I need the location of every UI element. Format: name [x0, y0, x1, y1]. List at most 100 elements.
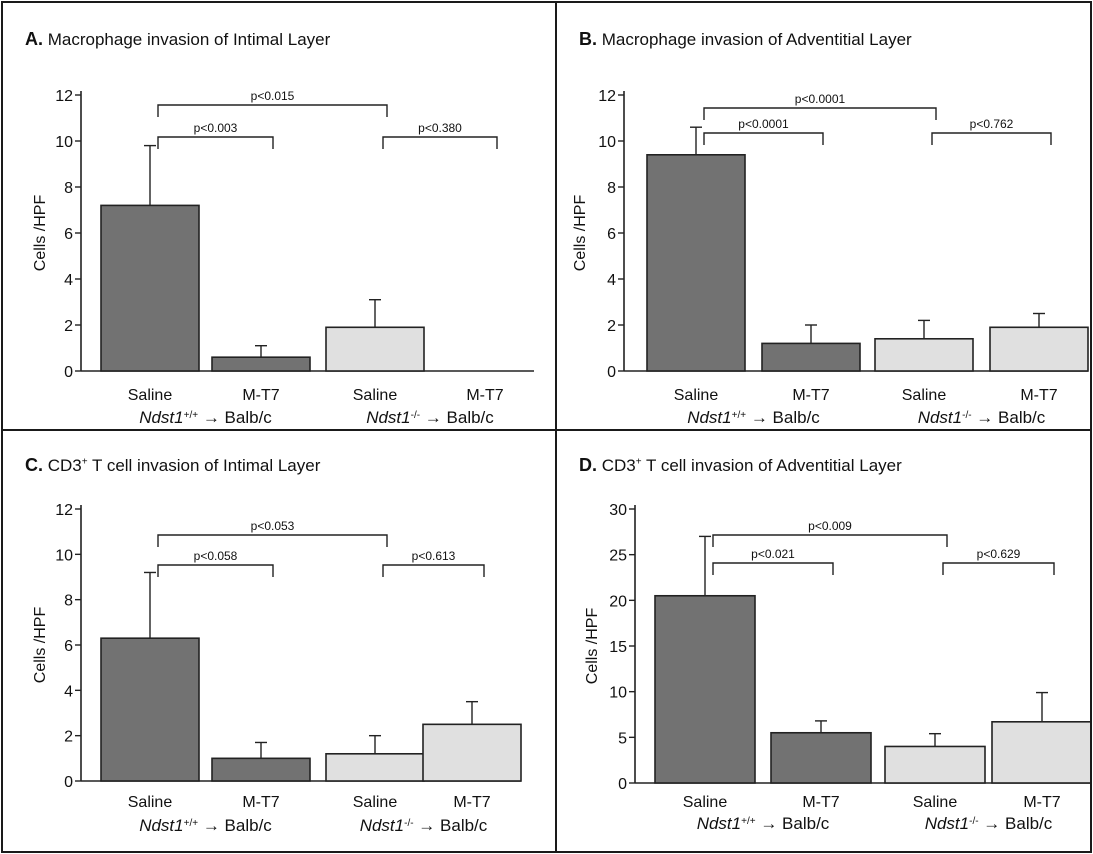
genotype-superscript: -/- — [404, 818, 413, 829]
bar — [761, 342, 861, 372]
y-tick-label: 25 — [609, 548, 627, 565]
p-value-label: p<0.053 — [251, 519, 295, 533]
bar — [325, 752, 425, 782]
bar — [884, 745, 986, 784]
gene-name: Ndst1 — [139, 816, 183, 835]
bar-chart: 0 5 10 15 20 25 30 Cells /HPF Saline M-T7 Saline M-… — [584, 502, 1090, 833]
significance-bracket — [382, 136, 498, 149]
panel-title-sup: + — [635, 456, 642, 468]
category-label: Saline — [913, 794, 958, 811]
panel-title-prefix: CD3 — [601, 456, 636, 475]
category-label: Saline — [128, 794, 173, 811]
gene-name: Ndst1 — [366, 408, 410, 427]
significance-bracket — [157, 104, 388, 117]
bar — [991, 721, 1090, 784]
significance-bracket — [157, 136, 274, 149]
group-label: Ndst1-/- → Balb/c — [360, 816, 488, 835]
bar — [100, 204, 200, 372]
bar — [874, 337, 974, 372]
p-value-label: p<0.021 — [751, 547, 795, 561]
bar-chart: 0 2 4 6 8 10 12 Cells /HPF Saline M-T7 Saline M-T7 p… — [32, 88, 534, 427]
y-tick-label: 0 — [607, 364, 616, 381]
y-tick-label: 12 — [55, 502, 73, 519]
category-label: Saline — [353, 794, 398, 811]
y-tick-label: 30 — [609, 502, 627, 519]
p-value-label: p<0.0001 — [738, 117, 789, 131]
bar — [211, 356, 311, 372]
bar — [770, 731, 872, 784]
panel-title-text: T cell invasion of Adventitial Layer — [646, 456, 902, 475]
bar — [989, 326, 1089, 372]
panel-title: B. Macrophage invasion of Adventitial La… — [579, 29, 912, 50]
category-label: M-T7 — [453, 794, 490, 811]
bar — [422, 723, 522, 782]
bar-chart: 0 2 4 6 8 10 12 Cells /HPF Saline M-T7 Saline M-T7 p… — [32, 502, 522, 835]
p-value-label: p<0.762 — [970, 117, 1014, 131]
arrow-recipient: → Balb/c — [746, 408, 820, 427]
y-tick-label: 12 — [598, 88, 616, 105]
y-tick-label: 5 — [618, 730, 627, 747]
gene-name: Ndst1 — [360, 816, 404, 835]
p-value-label: p<0.009 — [808, 519, 852, 533]
panel-title-text: T cell invasion of Intimal Layer — [92, 456, 321, 475]
y-tick-label: 2 — [64, 729, 73, 746]
panel-title: D. CD3+ T cell invasion of Adventitial L… — [579, 455, 902, 476]
y-tick-label: 12 — [55, 88, 73, 105]
bar — [646, 154, 746, 372]
category-label: M-T7 — [242, 794, 279, 811]
category-label: Saline — [683, 794, 728, 811]
genotype-superscript: +/+ — [184, 818, 199, 829]
genotype-superscript: -/- — [969, 816, 978, 827]
genotype-superscript: +/+ — [741, 816, 756, 827]
p-value-label: p<0.380 — [418, 121, 462, 135]
panel-title-text: Macrophage invasion of Adventitial Layer — [601, 30, 912, 49]
bar — [654, 594, 756, 784]
y-tick-label: 20 — [609, 593, 627, 610]
p-value-label: p<0.015 — [251, 89, 295, 103]
panel-title-text: Macrophage invasion of Intimal Layer — [47, 30, 331, 49]
significance-bracket — [382, 564, 485, 577]
y-tick-label: 0 — [64, 364, 73, 381]
panel-title-prefix: CD3 — [47, 456, 82, 475]
y-axis-label: Cells /HPF — [32, 607, 49, 684]
bar — [211, 757, 311, 782]
y-tick-label: 4 — [64, 272, 73, 289]
group-label: Ndst1+/+ → Balb/c — [139, 408, 272, 427]
category-label: Saline — [902, 387, 947, 404]
significance-bracket — [703, 132, 824, 145]
y-tick-label: 8 — [64, 593, 73, 610]
genotype-superscript: -/- — [962, 410, 971, 421]
category-label: Saline — [128, 387, 173, 404]
y-tick-label: 6 — [607, 226, 616, 243]
category-label: Saline — [674, 387, 719, 404]
y-tick-label: 0 — [618, 776, 627, 793]
y-tick-label: 8 — [607, 180, 616, 197]
p-value-label: p<0.629 — [977, 547, 1021, 561]
significance-bracket — [703, 107, 937, 120]
bar-chart: 0 2 4 6 8 10 12 Cells /HPF Saline M-T7 Saline M-T7 p… — [572, 88, 1089, 427]
gene-name: Ndst1 — [697, 814, 741, 833]
arrow-recipient: → Balb/c — [198, 816, 272, 835]
arrow-recipient: → Balb/c — [979, 814, 1053, 833]
category-label: M-T7 — [466, 387, 503, 404]
panel-letter: A. — [25, 29, 43, 49]
panel-title-sup: + — [81, 456, 88, 468]
y-tick-label: 10 — [598, 134, 616, 151]
group-label: Ndst1-/- → Balb/c — [918, 408, 1046, 427]
significance-bracket — [157, 564, 274, 577]
bar — [325, 326, 425, 372]
gene-name: Ndst1 — [918, 408, 962, 427]
bar — [100, 637, 200, 782]
significance-bracket — [942, 562, 1055, 575]
p-value-label: p<0.613 — [412, 549, 456, 563]
p-value-label: p<0.0001 — [795, 92, 846, 106]
panel-a: A. Macrophage invasion of Intimal Layer … — [1, 1, 557, 431]
panel-letter: D. — [579, 455, 597, 475]
genotype-superscript: -/- — [411, 410, 420, 421]
y-tick-label: 2 — [64, 318, 73, 335]
y-tick-label: 10 — [55, 547, 73, 564]
y-tick-label: 6 — [64, 226, 73, 243]
panel-c: C. CD3+ T cell invasion of Intimal Layer… — [1, 429, 557, 853]
genotype-superscript: +/+ — [732, 410, 747, 421]
panel-b: B. Macrophage invasion of Adventitial La… — [555, 1, 1092, 431]
